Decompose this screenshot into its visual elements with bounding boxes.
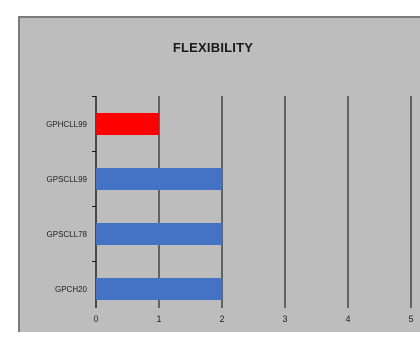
x-axis-ticks: 0 1 2 3 4 5 (93, 314, 413, 324)
x-tick-label: 3 (282, 314, 287, 324)
x-tick-label: 0 (93, 314, 98, 324)
bar-gphcll99 (96, 113, 159, 135)
category-label: GPCH20 (55, 285, 88, 294)
x-tick-label: 5 (408, 314, 413, 324)
category-label: GPHCLL99 (46, 120, 87, 129)
x-tick-label: 4 (345, 314, 350, 324)
bar-gpscll99 (96, 168, 222, 190)
bar-gpscll78 (96, 223, 222, 245)
bars (96, 113, 222, 300)
category-label: GPSCLL78 (47, 230, 88, 239)
y-axis-labels: GPHCLL99 GPSCLL99 GPSCLL78 GPCH20 (46, 120, 87, 294)
x-tick-label: 2 (219, 314, 224, 324)
x-tick-label: 1 (156, 314, 161, 324)
bar-gpch20 (96, 278, 222, 300)
category-label: GPSCLL99 (47, 175, 88, 184)
chart-title: FLEXIBILITY (172, 40, 254, 55)
